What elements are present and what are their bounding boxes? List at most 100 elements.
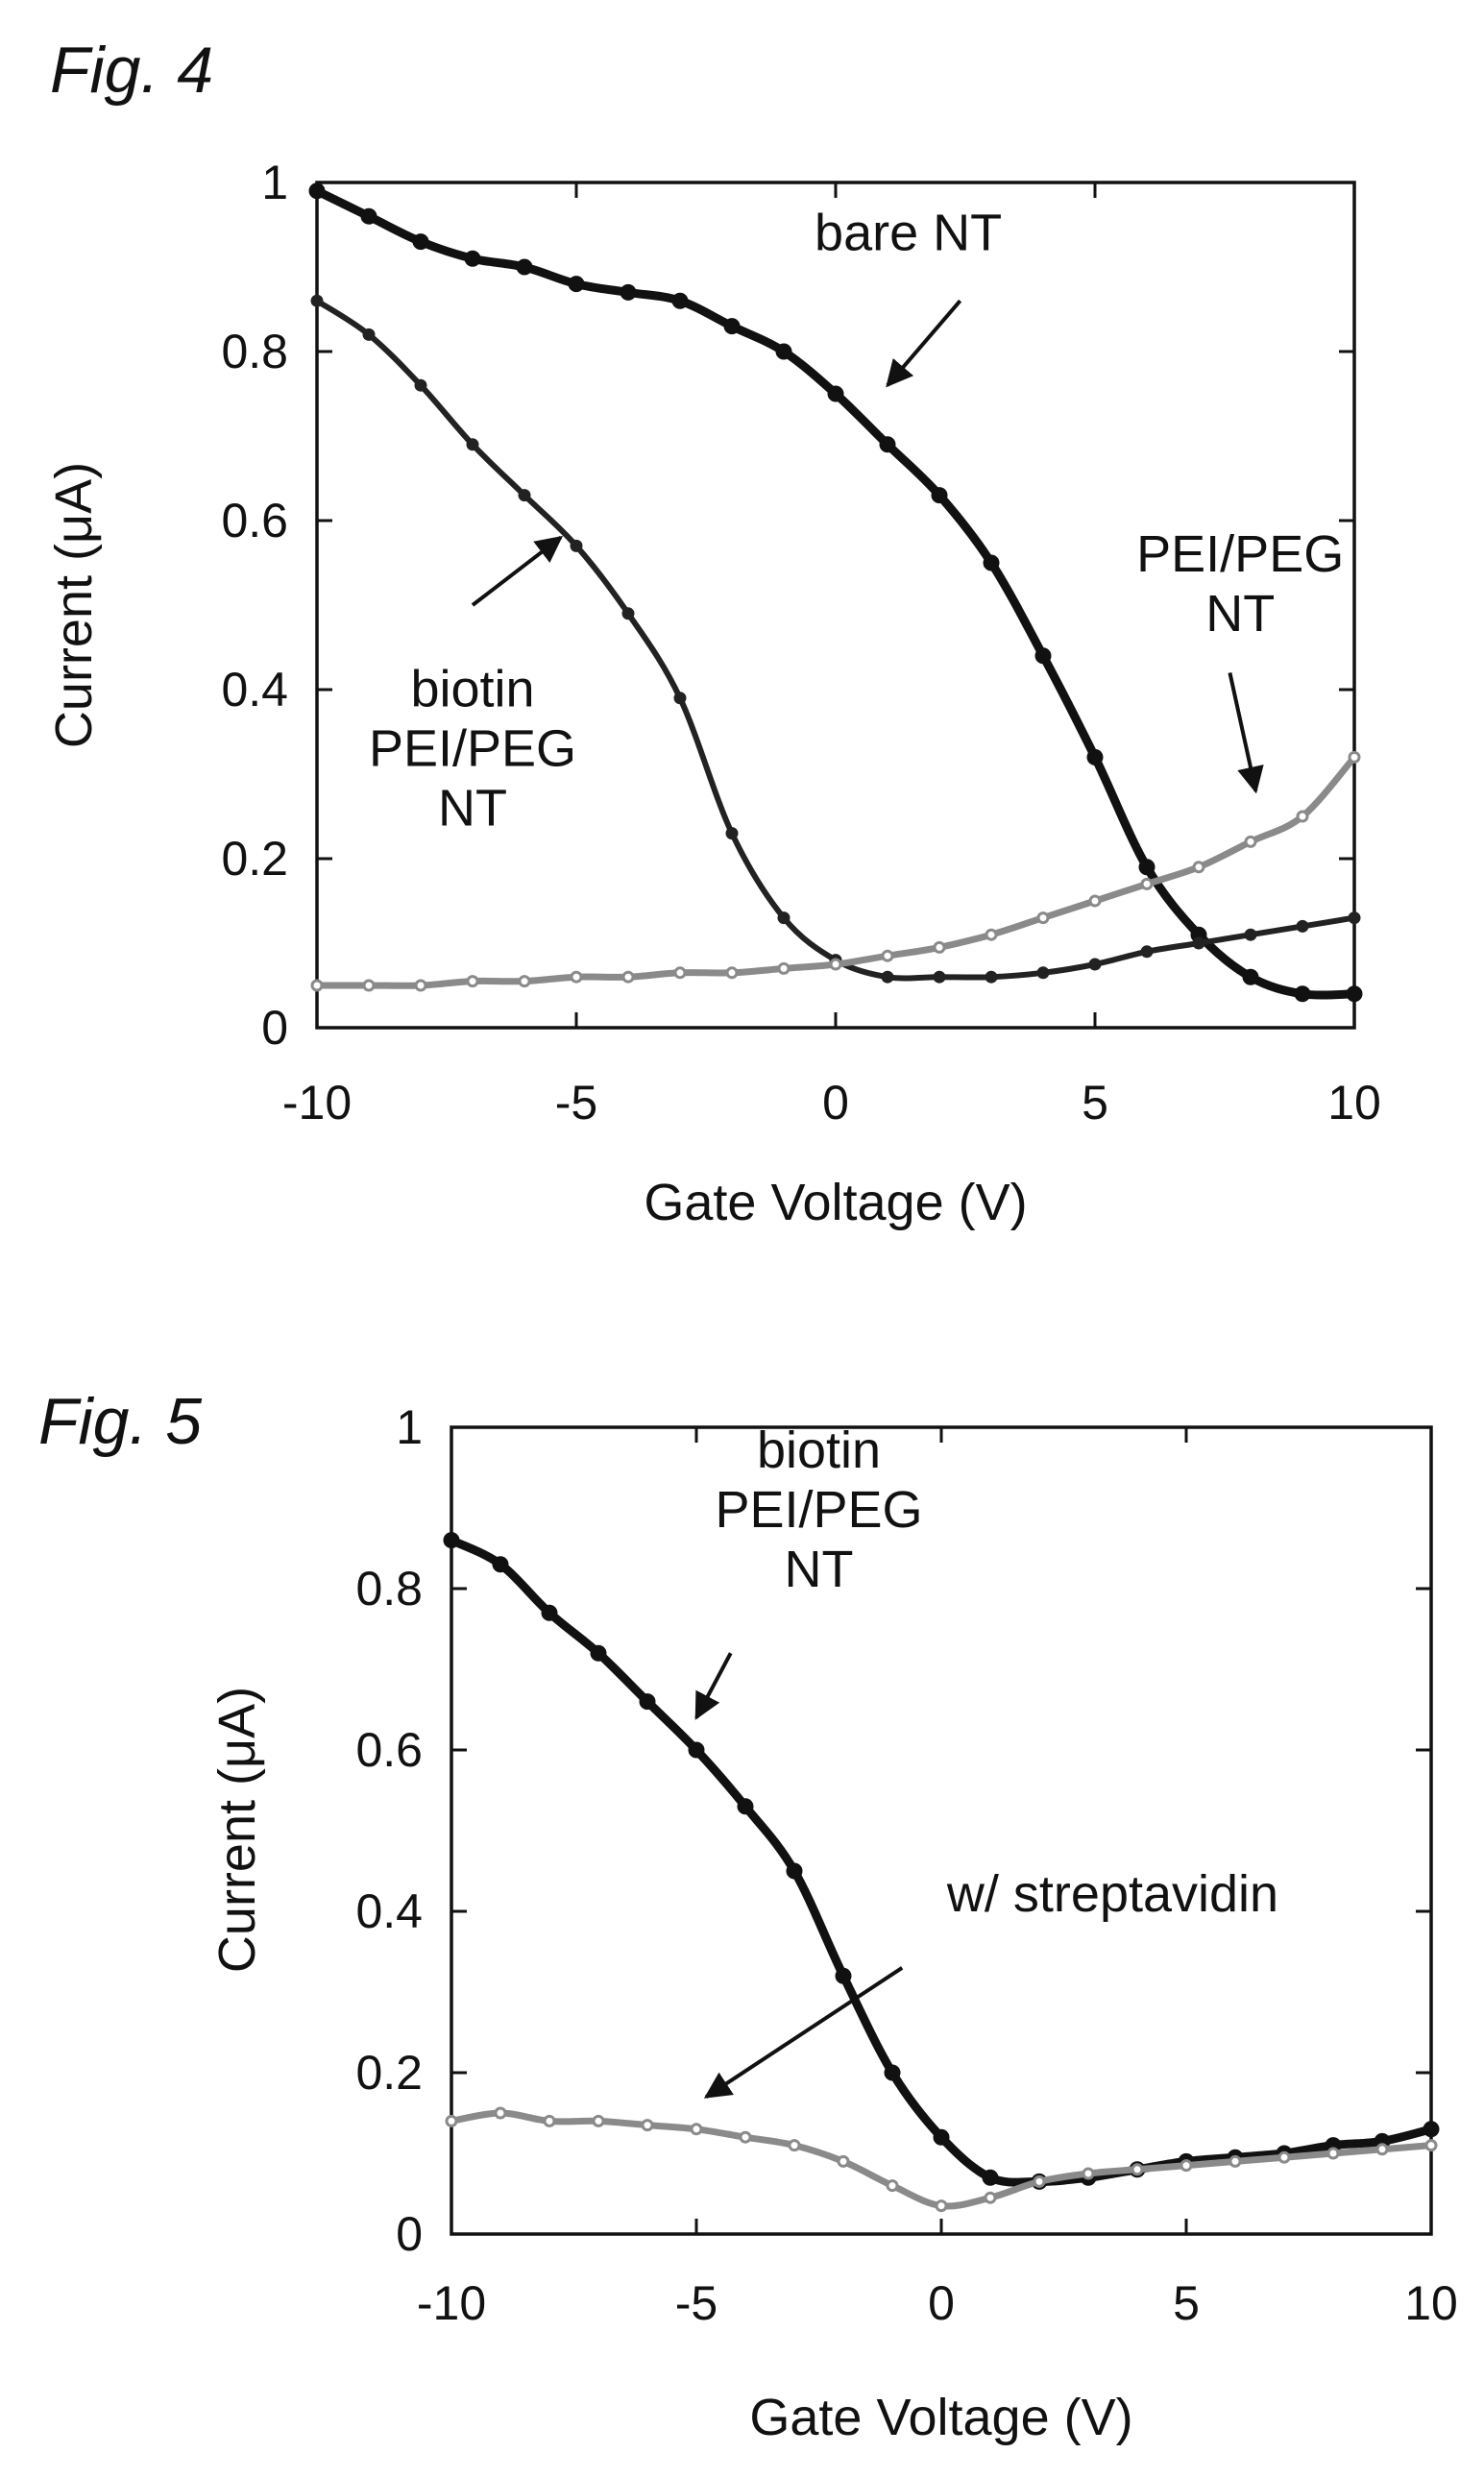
fig5-series-2-point	[447, 2116, 456, 2126]
fig4-x-tick-label: 0	[822, 1076, 849, 1130]
fig4-y-tick-label: 0.8	[221, 325, 288, 378]
fig4-series-1-point	[1140, 861, 1154, 874]
fig5-series-1-point	[592, 1646, 605, 1660]
fig5-series-2-point	[741, 2132, 750, 2142]
fig4-x-tick-label: 10	[1327, 1076, 1381, 1130]
fig5-y-tick-label: 0.8	[355, 1562, 423, 1616]
fig4-series-3-point	[1246, 837, 1255, 846]
fig4-series-2-point	[520, 491, 529, 500]
fig4-series-3-point	[883, 951, 892, 960]
fig4-series-1-point	[518, 260, 531, 274]
fig4-annotation-3-line: biotin	[410, 661, 534, 718]
fig4-y-tick-label: 0.2	[221, 832, 288, 886]
fig4-annotations: bare NTPEI/PEGNTbiotinPEI/PEGNT	[369, 204, 1344, 837]
fig4-series-3-point	[468, 977, 477, 986]
fig4-series-2-point	[935, 972, 944, 982]
fig5-x-axis-label: Gate Voltage (V)	[749, 2389, 1132, 2446]
fig4-series-3-point	[312, 981, 322, 990]
fig4-series-1-point	[570, 278, 583, 291]
fig4-y-axis-label: Current (μA)	[45, 462, 103, 748]
fig4-annotation-3-line: PEI/PEG	[369, 720, 576, 778]
fig4-series-2-point	[1194, 938, 1204, 948]
fig4-series-3-point	[1350, 752, 1359, 762]
fig4-series-2-point	[312, 296, 322, 305]
fig4-series-1-point	[1036, 649, 1050, 663]
fig5-series-2-point	[1034, 2176, 1044, 2186]
fig5-label: Fig. 5	[38, 1385, 202, 1458]
fig4-annotation-2-line: PEI/PEG	[1136, 525, 1344, 583]
fig5-y-tick-label: 0.6	[355, 1723, 423, 1777]
fig5-annotation-1-line: biotin	[757, 1421, 881, 1479]
fig4-series-3-point	[623, 972, 633, 982]
fig4-series-2-point	[986, 972, 996, 982]
fig5-annotation-1-line: NT	[785, 1541, 854, 1598]
fig5-x-tick-label: 0	[928, 2276, 955, 2330]
fig5-series-2-point	[888, 2181, 897, 2191]
fig5-x-tick-label: -5	[675, 2276, 718, 2330]
fig4-series-line-2	[317, 301, 1354, 978]
fig4-series-1-point	[829, 387, 842, 401]
fig4-series-2-point	[468, 440, 477, 449]
fig5-y-tick-label: 0	[396, 2207, 423, 2261]
fig4-y-tick-label: 0	[261, 1001, 288, 1055]
fig5-series-2-point	[545, 2116, 554, 2126]
fig5-series-2-point	[1426, 2141, 1436, 2150]
fig4-series-3-point	[986, 930, 996, 939]
fig4-series-1-point	[777, 345, 791, 358]
fig5-series-2-point	[692, 2125, 701, 2134]
fig5-y-tick-label: 0.2	[355, 2046, 423, 2100]
fig4-series-2-point	[1350, 913, 1359, 923]
fig5-series-1-point	[984, 2171, 997, 2184]
fig5-series-2-point	[1279, 2152, 1289, 2162]
fig5-series-2-point	[790, 2141, 799, 2150]
fig4-series-1-point	[933, 489, 946, 502]
fig4-annotation-2-line: NT	[1205, 585, 1275, 643]
fig4-series-3-point	[935, 942, 944, 952]
fig4-x-tick-label: 5	[1082, 1076, 1108, 1130]
fig4-series-2-point	[883, 972, 892, 982]
fig4-series-2-point	[675, 693, 685, 703]
fig4-series-3-point	[1142, 879, 1152, 888]
fig4-series-3-point	[364, 981, 374, 990]
fig4-y-tick-label: 1	[261, 156, 288, 209]
fig4-series-2-point	[364, 329, 374, 339]
fig5-series-2-point	[496, 2108, 505, 2118]
fig4-annotation-3-line: NT	[438, 780, 507, 838]
fig4-series-2-point	[779, 913, 789, 923]
fig4-series-2-point	[572, 541, 581, 550]
fig4-x-tick-label: -10	[282, 1076, 352, 1130]
fig5-series-1-point	[935, 2130, 948, 2144]
fig5-annotation-1-arrow	[696, 1653, 731, 1717]
fig4-series-1-point	[1244, 970, 1257, 984]
fig4-series-2-point	[416, 380, 426, 390]
fig4-series	[310, 184, 1361, 1001]
fig5-series-2-point	[1377, 2145, 1387, 2154]
fig5-annotation-1-line: PEI/PEG	[715, 1481, 922, 1539]
fig4-series-1-point	[466, 252, 479, 265]
fig5-series-1-point	[445, 1534, 458, 1547]
chart-fig5: Fig. 5 -10-5051000.20.40.60.81 biotinPEI…	[38, 1385, 1458, 2446]
fig4-series-2-point	[1298, 921, 1307, 931]
fig5-series-1-point	[886, 2066, 899, 2079]
fig4-series-3-point	[727, 968, 737, 978]
fig4-series-line-1	[317, 191, 1354, 995]
fig5-x-tick-label: 10	[1404, 2276, 1458, 2330]
fig4-series-3-point	[1298, 812, 1307, 821]
fig5-series	[445, 1534, 1438, 2211]
fig4-series-3-point	[779, 963, 789, 973]
fig4-series-1-point	[1296, 987, 1309, 1001]
fig4-annotation-3-arrow	[473, 538, 561, 605]
fig4-series-1-point	[1088, 750, 1102, 764]
fig5-series-2-point	[1328, 2149, 1338, 2158]
fig5-series-1-point	[543, 1606, 556, 1619]
fig4-series-3-point	[1194, 862, 1204, 872]
fig5-series-line-1	[451, 1541, 1431, 2183]
fig4-series-3-point	[572, 972, 581, 982]
fig4-series-1-point	[881, 438, 894, 451]
fig4-series-1-point	[1348, 987, 1361, 1001]
fig4-series-3-point	[1038, 913, 1048, 923]
fig5-series-1-point	[788, 1864, 801, 1878]
fig5-series-2-point	[1132, 2165, 1142, 2174]
fig5-series-1-point	[690, 1743, 703, 1757]
fig4-annotation-1-line: bare NT	[815, 204, 1002, 261]
